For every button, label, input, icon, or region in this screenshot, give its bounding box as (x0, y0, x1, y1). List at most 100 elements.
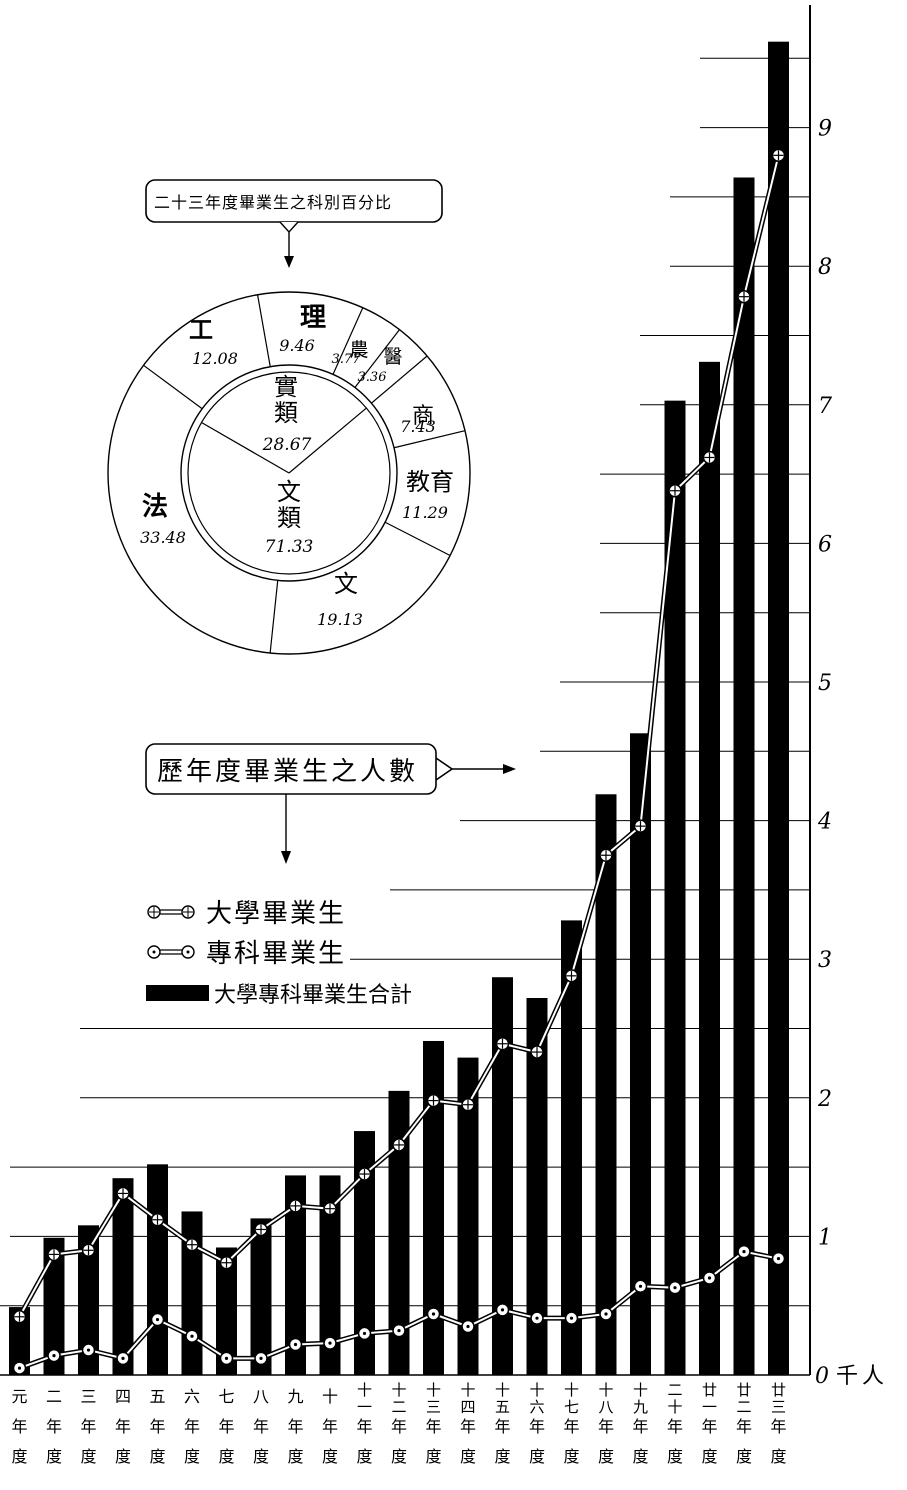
x-tick-label: 十八年度 (597, 1381, 614, 1467)
y-tick-label: 3 (818, 948, 832, 973)
x-tick-label: 十年度 (321, 1387, 338, 1466)
college-series-point-mark (17, 1366, 22, 1370)
pie-inner-label: 文類 (277, 478, 301, 532)
pie-inner-value: 28.67 (262, 435, 312, 455)
legend-university-label: 大學畢業生 (206, 899, 346, 929)
college-series-point-mark (362, 1331, 367, 1336)
college-series-point-mark (259, 1356, 263, 1360)
college-series-point-mark (86, 1348, 91, 1352)
pie-outer-divider (143, 364, 203, 410)
x-tick-label: 十二年度 (390, 1381, 407, 1467)
x-tick-label: 廿三年度 (770, 1381, 787, 1467)
total-bar (112, 1178, 134, 1375)
y-tick-label: 6 (818, 532, 832, 557)
x-tick-label: 十五年度 (494, 1381, 511, 1467)
x-tick-label: 二年度 (45, 1387, 62, 1466)
total-bar (699, 361, 720, 1376)
college-series-point-mark (535, 1316, 539, 1320)
bar-title-pointer (435, 757, 454, 781)
pie-inner-label: 實類 (274, 373, 298, 427)
y-tick-label: 2 (817, 1087, 832, 1112)
pie-outer-label: 法 (142, 492, 168, 522)
x-tick-label: 廿二年度 (735, 1381, 752, 1467)
x-tick-label: 十七年度 (563, 1381, 580, 1467)
pie-inner-divider (201, 421, 290, 474)
college-series-point-mark (52, 1353, 56, 1358)
pie-outer-value: 11.29 (402, 503, 448, 522)
x-tick-label: 十四年度 (459, 1381, 476, 1467)
y-tick-label: 8 (818, 255, 832, 280)
x-tick-label: 元年度 (11, 1387, 28, 1466)
pie-inner-value: 71.33 (265, 537, 314, 557)
pie-outer-divider (371, 355, 428, 404)
x-tick-label: 七年度 (218, 1387, 235, 1466)
legend-total-label: 大學專科畢業生合計 (214, 983, 412, 1008)
y-tick-label: 4 (817, 810, 832, 835)
bar-title-down-head (281, 851, 291, 864)
bar-title-arrow-head (503, 764, 516, 774)
legend-total-swatch (146, 985, 209, 1001)
x-tick-label: 十六年度 (528, 1381, 545, 1467)
pie-outer-divider (354, 329, 400, 388)
pie-outer-label: 理 (300, 303, 326, 333)
y-tick-label: 0 (815, 1364, 829, 1389)
college-series-point-mark (604, 1312, 608, 1316)
x-tick-label: 廿一年度 (701, 1381, 718, 1467)
pie-inner-divider (288, 407, 367, 474)
pie-outer-label: 醫 (383, 346, 402, 368)
bar-title-box (145, 743, 437, 795)
y-unit-label: 千人 (836, 1364, 888, 1389)
college-series-point-mark (293, 1342, 298, 1347)
x-tick-label: 十三年度 (425, 1381, 442, 1467)
total-bar (664, 400, 686, 1376)
legend-college-label: 專科畢業生 (206, 939, 346, 969)
pie-title: 二十三年度畢業生之科別百分比 (154, 193, 392, 212)
total-bar (595, 794, 617, 1375)
college-series-point-mark (397, 1329, 401, 1333)
pie-outer-divider (332, 307, 364, 375)
total-bar (9, 1307, 30, 1375)
pie-outer-label: 工 (189, 315, 213, 344)
legend-college-marker (152, 950, 156, 954)
total-bar (526, 998, 548, 1375)
college-series-point-mark (466, 1324, 470, 1329)
x-tick-label: 五年度 (149, 1387, 166, 1466)
college-series-point-mark (190, 1334, 194, 1338)
total-bar (319, 1175, 341, 1375)
college-series-point-mark (328, 1341, 332, 1345)
total-bar (285, 1175, 306, 1375)
total-bar (561, 920, 582, 1375)
x-tick-label: 八年度 (252, 1387, 269, 1466)
total-bar (181, 1211, 203, 1375)
total-bar (388, 1090, 410, 1375)
legend-college-marker (186, 950, 190, 954)
college-series-point-mark (224, 1356, 229, 1360)
college-series-point-mark (742, 1250, 746, 1254)
x-tick-label: 十一年度 (356, 1381, 373, 1467)
y-tick-label: 5 (818, 671, 832, 696)
total-bar (457, 1057, 479, 1375)
total-bar (250, 1218, 272, 1375)
pie-outer-value: 19.13 (317, 610, 363, 629)
total-bar (43, 1237, 65, 1375)
college-series-point-mark (155, 1317, 160, 1322)
x-tick-label: 九年度 (287, 1387, 304, 1466)
pie-outer-label: 教育 (406, 468, 454, 496)
pie-outer-value: 9.46 (279, 336, 315, 355)
x-tick-label: 二十年度 (666, 1381, 683, 1467)
y-tick-label: 7 (818, 394, 832, 419)
college-series-point-mark (638, 1284, 643, 1288)
total-bar (147, 1164, 168, 1375)
total-bar (354, 1131, 375, 1375)
pie-outer-value: 3.77 (332, 352, 362, 367)
pie-outer-value: 3.36 (358, 370, 387, 385)
pie-outer-divider (269, 580, 279, 654)
y-tick-label: 9 (818, 117, 832, 142)
college-series-point-mark (569, 1316, 574, 1320)
pie-outer-value: 7.43 (400, 417, 436, 436)
x-tick-label: 三年度 (80, 1387, 97, 1466)
college-series-point-mark (121, 1356, 125, 1360)
y-tick-label: 1 (818, 1225, 832, 1250)
pie-outer-divider (256, 294, 271, 367)
